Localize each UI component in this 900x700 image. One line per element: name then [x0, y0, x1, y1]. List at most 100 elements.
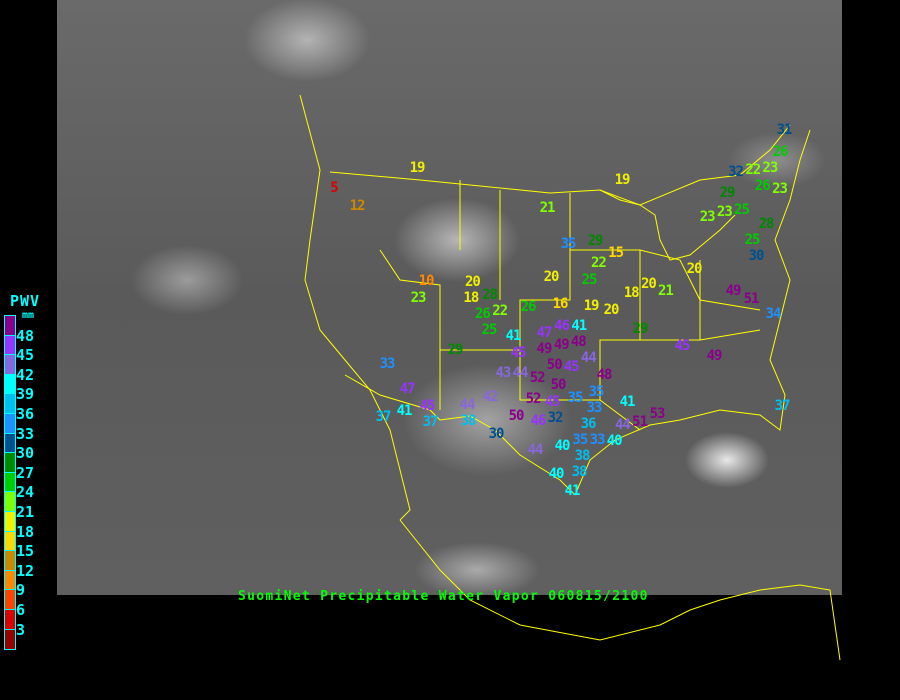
station-pwv-value: 26	[520, 299, 537, 315]
color-legend	[4, 315, 16, 651]
legend-label: 9	[16, 581, 26, 600]
station-pwv-value: 23	[410, 289, 427, 306]
station-pwv-value: 29	[632, 321, 649, 337]
station-pwv-value: 35	[560, 236, 577, 252]
state-lines-3	[459, 180, 701, 431]
station-pwv-value: 38	[571, 463, 588, 480]
station-pwv-value: 26	[772, 143, 789, 160]
satellite-image	[57, 0, 842, 595]
station-pwv-value: 35	[588, 383, 605, 400]
station-pwv-value: 30	[748, 248, 765, 265]
station-pwv-value: 38	[574, 447, 591, 464]
station-pwv-value: 22	[590, 255, 607, 272]
legend-swatch	[5, 316, 15, 336]
station-pwv-value: 20	[640, 276, 657, 292]
station-pwv-value: 19	[614, 172, 631, 188]
station-pwv-value: 43	[495, 365, 511, 381]
station-pwv-value: 50	[546, 357, 563, 374]
legend-label: 45	[16, 346, 35, 365]
legend-label: 18	[16, 522, 35, 541]
station-pwv-value: 28	[482, 286, 498, 303]
station-pwv-value: 50	[550, 377, 567, 393]
legend-swatch	[5, 492, 15, 512]
station-pwv-value: 32	[728, 164, 744, 180]
station-pwv-value: 20	[465, 273, 481, 290]
legend-label: 24	[16, 483, 35, 502]
station-pwv-value: 37	[422, 414, 439, 431]
station-pwv-value: 25	[481, 321, 498, 338]
station-pwv-value: 33	[586, 399, 603, 416]
station-pwv-value: 45	[674, 338, 691, 354]
station-pwv-value: 5	[330, 180, 339, 196]
station-pwv-value: 41	[396, 403, 413, 419]
legend-swatch	[5, 609, 15, 630]
gulf-coast	[574, 129, 811, 496]
station-pwv-value: 49	[725, 283, 742, 299]
station-pwv-value: 44	[527, 442, 544, 458]
station-pwv-value: 20	[686, 261, 703, 277]
state-lines-2	[439, 329, 761, 410]
map-caption: SuomiNet Precipitable Water Vapor 060815…	[238, 589, 649, 604]
legend-label: 30	[16, 444, 35, 463]
legend-title: PWV	[10, 292, 41, 310]
great-lakes	[599, 189, 736, 261]
station-pwv-value: 45	[544, 393, 561, 410]
station-pwv-value: 42	[482, 389, 499, 405]
station-pwv-value: 35	[572, 431, 588, 448]
station-pwv-value: 48	[596, 367, 613, 383]
station-pwv-value: 23	[716, 204, 733, 220]
legend-label: 48	[16, 326, 35, 345]
station-pwv-value: 22	[492, 303, 508, 320]
station-pwv-value: 46	[554, 317, 570, 334]
station-pwv-value: 18	[463, 289, 479, 306]
station-pwv-value: 47	[536, 324, 553, 341]
station-pwv-value: 21	[657, 283, 674, 299]
station-pwv-value: 29	[447, 342, 464, 358]
station-pwv-value: 29	[719, 185, 736, 202]
station-pwv-value: 46	[530, 413, 547, 429]
station-pwv-value: 31	[776, 122, 793, 138]
station-pwv-value: 10	[418, 273, 435, 290]
station-pwv-value: 25	[744, 232, 761, 249]
legend-swatch	[5, 433, 15, 454]
legend-swatch	[5, 511, 15, 532]
legend-label: 12	[16, 561, 35, 580]
legend-swatch	[5, 413, 15, 434]
mexico-coast	[399, 519, 841, 661]
station-pwv-value: 45	[510, 344, 527, 361]
legend-swatch	[5, 335, 15, 356]
station-pwv-value: 41	[619, 394, 636, 410]
station-pwv-value: 50	[508, 408, 525, 424]
station-pwv-value: 23	[699, 209, 716, 225]
station-pwv-value: 44	[512, 365, 529, 381]
legend-swatch	[5, 590, 15, 610]
station-pwv-value: 20	[603, 302, 620, 318]
station-pwv-value: 34	[765, 306, 782, 322]
legend-swatch	[5, 394, 15, 414]
station-pwv-value: 23	[762, 160, 778, 177]
legend-swatch	[5, 472, 15, 493]
legend-swatch	[5, 374, 15, 395]
station-pwv-value: 44	[459, 396, 476, 413]
station-pwv-value: 30	[488, 426, 505, 442]
legend-label: 39	[16, 385, 35, 404]
state-lines	[379, 249, 761, 351]
station-pwv-value: 16	[552, 296, 569, 312]
station-pwv-value: 49	[706, 348, 723, 364]
station-pwv-value: 53	[649, 406, 666, 422]
station-pwv-value: 33	[589, 431, 606, 448]
station-pwv-value: 23	[772, 181, 788, 197]
legend-swatch	[5, 531, 15, 552]
legend-swatch	[5, 629, 15, 650]
station-pwv-value: 19	[583, 298, 600, 314]
west-coast	[299, 94, 411, 521]
legend-label: 21	[16, 503, 35, 521]
legend-swatch	[5, 570, 15, 591]
station-pwv-value: 20	[543, 269, 560, 285]
station-pwv-value: 45	[563, 359, 580, 375]
legend-label: 15	[16, 542, 35, 561]
legend-label: 27	[16, 463, 35, 482]
station-pwv-value: 44	[580, 350, 597, 367]
station-pwv-value: 29	[587, 233, 604, 249]
